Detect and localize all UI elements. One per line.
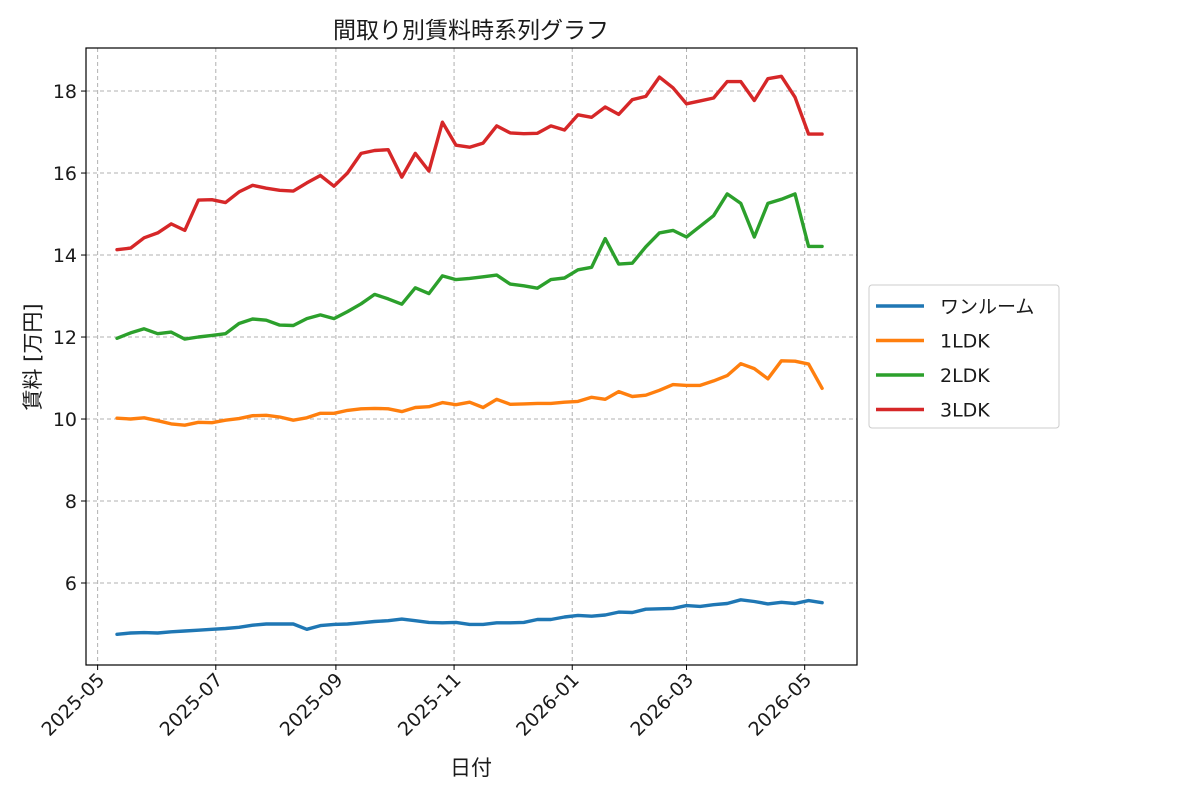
chart-title: 間取り別賃料時系列グラフ — [333, 18, 609, 44]
y-axis-ticks: 6 8 10 12 14 16 18 — [53, 81, 86, 595]
x-tick-label: 2025-09 — [276, 669, 348, 741]
legend-label: 3LDK — [940, 400, 990, 422]
y-tick-label: 14 — [53, 245, 77, 267]
x-tick-label: 2025-07 — [156, 669, 228, 741]
y-tick-label: 16 — [53, 163, 77, 185]
y-axis-title: 賃料 [万円] — [21, 303, 45, 410]
legend-box — [868, 284, 1060, 429]
series-line-2 — [115, 192, 824, 341]
legend-label: ワンルーム — [940, 296, 1034, 318]
legend: ワンルーム 1LDK 2LDK 3LDK — [868, 284, 1060, 429]
x-tick-label: 2026-01 — [512, 669, 584, 741]
x-axis-ticks: 2025-05 2025-07 2025-09 2025-11 2026-01 2026-… — [37, 665, 816, 741]
x-axis-title: 日付 — [450, 756, 492, 780]
x-tick-label: 2025-05 — [37, 669, 109, 741]
y-tick-label: 12 — [53, 327, 77, 349]
x-tick-label: 2026-05 — [745, 669, 817, 741]
grid — [86, 48, 857, 665]
y-tick-label: 10 — [53, 409, 77, 431]
x-tick-label: 2025-11 — [394, 669, 466, 741]
series-lines — [115, 74, 824, 636]
y-tick-label: 18 — [53, 81, 77, 103]
x-tick-label: 2026-03 — [626, 669, 698, 741]
legend-label: 1LDK — [940, 331, 990, 353]
legend-label: 2LDK — [940, 365, 990, 387]
series-line-3 — [115, 74, 824, 252]
series-line-1 — [115, 359, 824, 427]
y-tick-label: 6 — [65, 573, 77, 595]
plot-frame — [85, 47, 858, 666]
series-line-0 — [115, 598, 824, 636]
y-tick-label: 8 — [65, 491, 77, 513]
